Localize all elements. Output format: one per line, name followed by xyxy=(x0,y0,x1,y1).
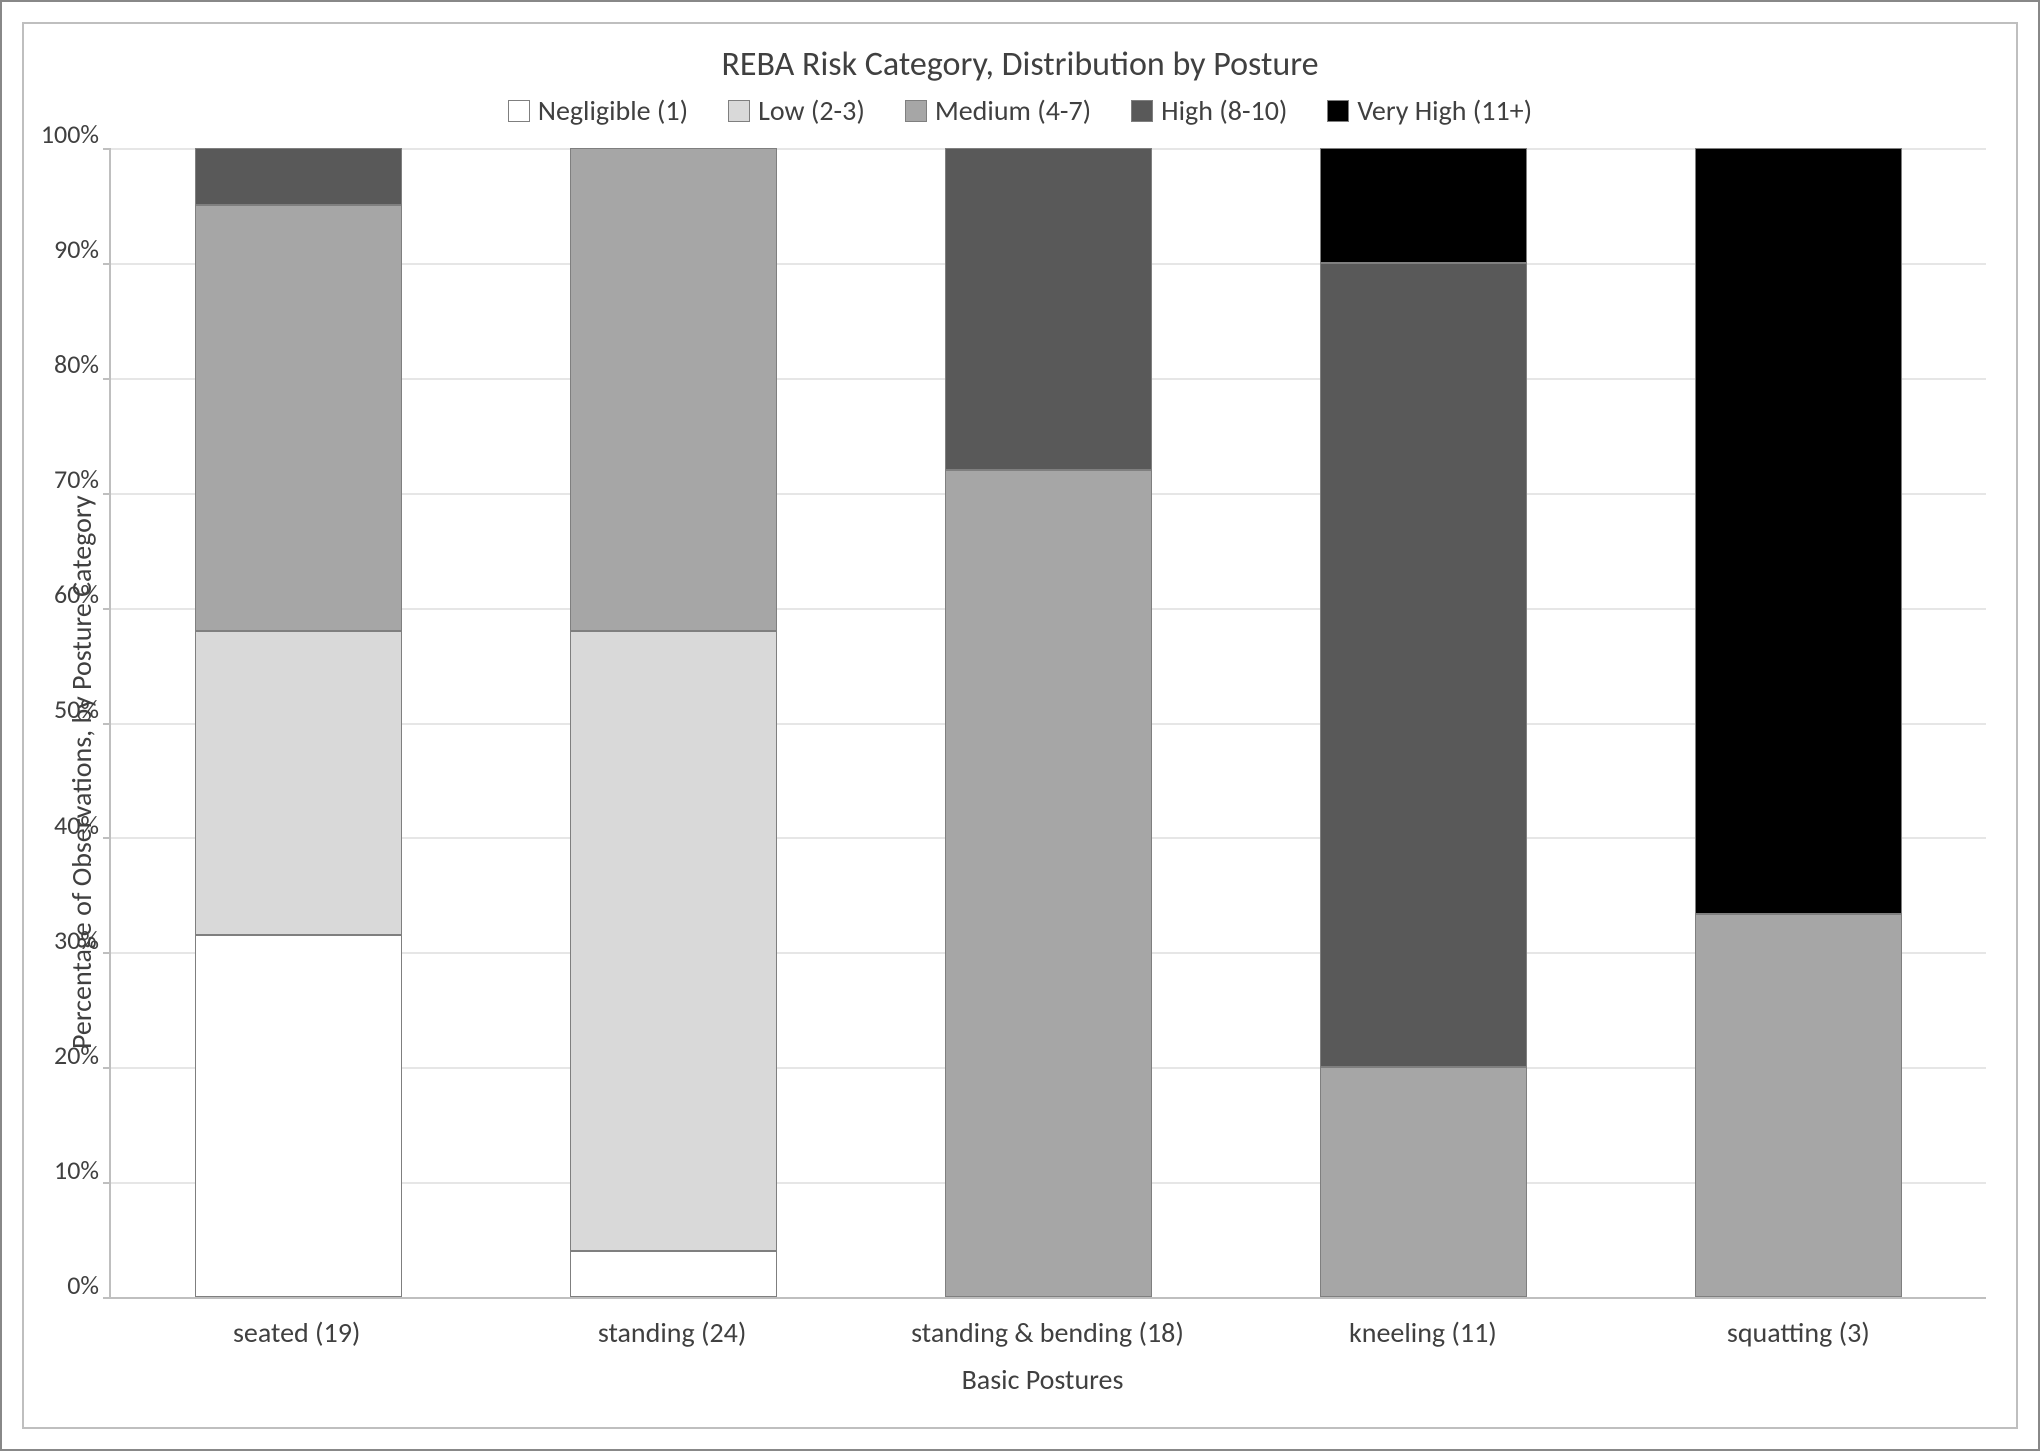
stacked-bar xyxy=(195,148,401,1297)
chart-body: Percentage of Observations, by Posture C… xyxy=(54,148,1986,1397)
y-tick-mark xyxy=(103,837,111,839)
x-axis-label: seated (19) xyxy=(109,1315,484,1350)
legend-item: High (8-10) xyxy=(1131,93,1287,128)
chart-frame: REBA Risk Category, Distribution by Post… xyxy=(22,22,2018,1429)
y-tick-mark xyxy=(103,148,111,150)
legend-item: Low (2-3) xyxy=(728,93,865,128)
legend-item: Very High (11+) xyxy=(1327,93,1532,128)
x-axis-labels: seated (19)standing (24)standing & bendi… xyxy=(109,1299,1986,1350)
plot-container: 100%90%80%70%60%50%40%30%20%10%0% seated… xyxy=(99,148,1986,1397)
bar-segment xyxy=(1320,148,1526,263)
bar-segment xyxy=(945,470,1151,1297)
bar-segment xyxy=(1695,914,1901,1297)
bar-segment xyxy=(195,205,401,630)
legend-swatch xyxy=(1131,100,1153,122)
legend-label: Very High (11+) xyxy=(1357,93,1532,128)
x-axis-label: kneeling (11) xyxy=(1235,1315,1610,1350)
legend-swatch xyxy=(905,100,927,122)
legend-swatch xyxy=(1327,100,1349,122)
y-tick-mark xyxy=(103,608,111,610)
bar-segment xyxy=(945,148,1151,470)
legend-item: Medium (4-7) xyxy=(905,93,1091,128)
bar-segment xyxy=(195,148,401,205)
stacked-bar xyxy=(1320,148,1526,1297)
stacked-bar xyxy=(1695,148,1901,1297)
y-tick-mark xyxy=(103,263,111,265)
x-labels-spacer xyxy=(99,1299,109,1350)
bar-segment xyxy=(570,631,776,1251)
bar-segment xyxy=(1695,148,1901,914)
legend-swatch xyxy=(728,100,750,122)
y-tick-mark xyxy=(103,1182,111,1184)
chart-title: REBA Risk Category, Distribution by Post… xyxy=(54,44,1986,85)
x-axis-label: standing (24) xyxy=(484,1315,859,1350)
stacked-bar xyxy=(570,148,776,1297)
legend-label: Medium (4-7) xyxy=(935,93,1091,128)
x-labels-row: seated (19)standing (24)standing & bendi… xyxy=(99,1299,1986,1350)
x-axis-title: Basic Postures xyxy=(99,1362,1986,1397)
plot-row: 100%90%80%70%60%50%40%30%20%10%0% xyxy=(99,148,1986,1299)
y-tick-mark xyxy=(103,378,111,380)
x-axis-label: squatting (3) xyxy=(1611,1315,1986,1350)
bars-container xyxy=(111,148,1986,1297)
outer-frame: REBA Risk Category, Distribution by Post… xyxy=(0,0,2040,1451)
plot-area xyxy=(109,148,1986,1299)
bar-segment xyxy=(570,1251,776,1297)
bar-slot xyxy=(1611,148,1986,1297)
bar-slot xyxy=(111,148,486,1297)
y-tick-mark xyxy=(103,493,111,495)
bar-segment xyxy=(570,148,776,631)
y-tick-mark xyxy=(103,723,111,725)
legend-label: High (8-10) xyxy=(1161,93,1287,128)
y-axis-title: Percentage of Observations, by Posture C… xyxy=(54,148,99,1397)
legend-swatch xyxy=(508,100,530,122)
y-tick-mark xyxy=(103,952,111,954)
legend: Negligible (1) Low (2-3) Medium (4-7) High … xyxy=(54,93,1986,128)
stacked-bar xyxy=(945,148,1151,1297)
legend-item: Negligible (1) xyxy=(508,93,688,128)
x-axis-label: standing & bending (18) xyxy=(860,1315,1235,1350)
legend-label: Negligible (1) xyxy=(538,93,688,128)
bar-segment xyxy=(195,935,401,1297)
y-tick-mark xyxy=(103,1297,111,1299)
bar-slot xyxy=(486,148,861,1297)
bar-slot xyxy=(861,148,1236,1297)
bar-segment xyxy=(195,631,401,935)
y-tick-mark xyxy=(103,1067,111,1069)
bar-segment xyxy=(1320,263,1526,1067)
bar-slot xyxy=(1236,148,1611,1297)
legend-label: Low (2-3) xyxy=(758,93,865,128)
bar-segment xyxy=(1320,1067,1526,1297)
